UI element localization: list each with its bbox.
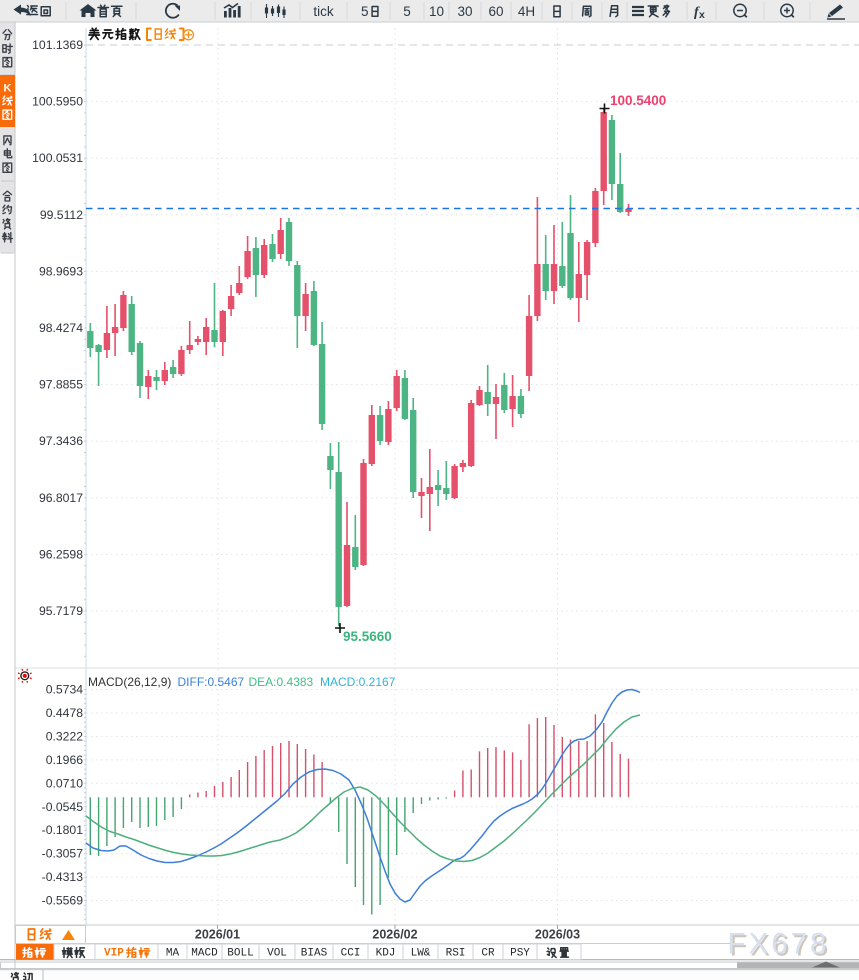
svg-text:MACD:0.2167: MACD:0.2167 — [320, 675, 396, 689]
svg-text:BOLL: BOLL — [227, 948, 253, 960]
svg-text:RSI: RSI — [446, 948, 466, 960]
svg-text:97.8855: 97.8855 — [39, 378, 83, 392]
svg-text:FX678: FX678 — [728, 928, 830, 961]
svg-text:KDJ: KDJ — [376, 948, 396, 960]
svg-text:-0.1801: -0.1801 — [42, 823, 84, 837]
svg-text:MACD(26,12,9): MACD(26,12,9) — [88, 675, 171, 689]
svg-text:VOL: VOL — [267, 948, 287, 960]
svg-text:FX678: FX678 — [730, 930, 832, 963]
svg-text:DEA:0.4383: DEA:0.4383 — [249, 675, 314, 689]
svg-text:97.3436: 97.3436 — [39, 434, 83, 448]
svg-text:2026/02: 2026/02 — [372, 928, 417, 942]
svg-text:-0.3057: -0.3057 — [42, 847, 84, 861]
svg-text:101.1369: 101.1369 — [32, 38, 83, 52]
svg-text:-0.0545: -0.0545 — [42, 800, 84, 814]
svg-text:95.7179: 95.7179 — [39, 604, 83, 618]
svg-text:K: K — [4, 83, 12, 95]
svg-text:0.3222: 0.3222 — [46, 729, 83, 743]
svg-text:10: 10 — [429, 4, 444, 19]
svg-text:0.5734: 0.5734 — [46, 683, 83, 697]
svg-text:0.0710: 0.0710 — [46, 776, 83, 790]
svg-text:-0.4313: -0.4313 — [42, 870, 84, 884]
svg-text:2026/03: 2026/03 — [535, 928, 580, 942]
svg-text:LW&: LW& — [411, 948, 431, 960]
svg-text:f: f — [694, 5, 700, 20]
svg-text:100.5950: 100.5950 — [32, 95, 83, 109]
svg-text:96.2598: 96.2598 — [39, 547, 83, 561]
svg-text:95.5660: 95.5660 — [343, 629, 392, 644]
svg-text:2026/01: 2026/01 — [195, 928, 240, 942]
svg-text:0.1966: 0.1966 — [46, 753, 83, 767]
svg-text:60: 60 — [488, 4, 503, 19]
svg-text:DIFF:0.5467: DIFF:0.5467 — [178, 675, 245, 689]
svg-text:30: 30 — [457, 4, 472, 19]
svg-text:5: 5 — [361, 4, 369, 19]
svg-text:VIP: VIP — [104, 948, 124, 960]
svg-text:CCI: CCI — [341, 948, 361, 960]
svg-text:100.0531: 100.0531 — [32, 151, 83, 165]
svg-text:PSY: PSY — [510, 948, 530, 960]
svg-text:100.5400: 100.5400 — [610, 93, 666, 108]
svg-text:0.4478: 0.4478 — [46, 706, 83, 720]
svg-text:5: 5 — [403, 4, 411, 19]
svg-text:MACD: MACD — [191, 948, 218, 960]
svg-text:MA: MA — [166, 948, 180, 960]
svg-text:4H: 4H — [518, 4, 535, 19]
svg-text:BIAS: BIAS — [301, 948, 328, 960]
svg-text:x: x — [699, 9, 705, 21]
svg-text:CR: CR — [481, 948, 495, 960]
svg-text:-0.5569: -0.5569 — [42, 894, 84, 908]
svg-text:98.9693: 98.9693 — [39, 264, 83, 278]
svg-text:96.8017: 96.8017 — [39, 491, 83, 505]
svg-text:tick: tick — [313, 4, 334, 19]
svg-text:99.5112: 99.5112 — [40, 208, 83, 222]
svg-text:98.4274: 98.4274 — [39, 321, 83, 335]
